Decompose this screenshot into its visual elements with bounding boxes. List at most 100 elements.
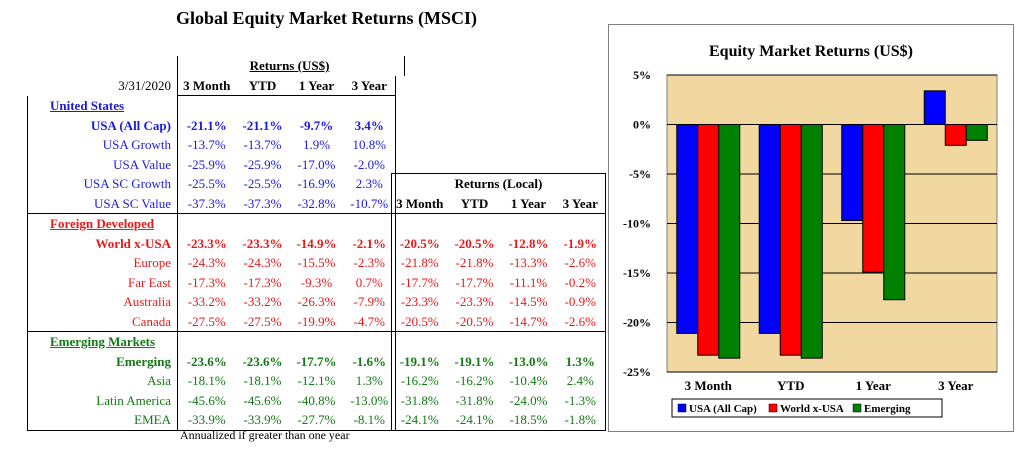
y-tick-label: -25% bbox=[623, 365, 651, 379]
value-cell: -9.7% bbox=[299, 117, 334, 133]
section-header-row: Foreign Developed bbox=[27, 213, 405, 234]
value-cell: -17.7% bbox=[455, 274, 494, 290]
value-cell: -17.7% bbox=[296, 353, 337, 369]
value-cell: -23.3% bbox=[455, 294, 494, 309]
value-cell: -18.1% bbox=[177, 371, 236, 391]
value-cell: -24.3% bbox=[243, 255, 282, 270]
table-row: Asia -18.1% -18.1% -12.1% 1.3% bbox=[27, 371, 405, 391]
value-cell: -10.7% bbox=[343, 193, 396, 214]
value-cell: -27.7% bbox=[289, 410, 344, 431]
spacer-cell bbox=[555, 331, 606, 352]
value-cell: -33.2% bbox=[177, 292, 236, 312]
y-tick-label: -20% bbox=[623, 316, 651, 330]
value-cell: -45.6% bbox=[243, 392, 282, 408]
chart-title: Equity Market Returns (US$) bbox=[709, 43, 913, 60]
table-row: -17.7% -17.7% -11.1% -0.2% bbox=[391, 272, 606, 292]
value-cell: -17.7% bbox=[391, 272, 448, 292]
value-cell: -19.9% bbox=[297, 313, 336, 329]
value-cell: 1.3% bbox=[343, 371, 396, 391]
value-cell: -24.0% bbox=[509, 392, 548, 408]
value-cell: -24.1% bbox=[447, 410, 502, 431]
legend-box bbox=[671, 398, 943, 418]
value-cell: -9.3% bbox=[300, 274, 333, 290]
legend-swatch bbox=[677, 403, 687, 413]
value-cell: -25.9% bbox=[243, 156, 282, 172]
value-cell: -21.1% bbox=[177, 115, 236, 135]
value-cell: -14.7% bbox=[509, 313, 548, 329]
value-cell: -20.5% bbox=[454, 235, 495, 251]
value-cell: -31.8% bbox=[455, 392, 494, 408]
row-label: Far East bbox=[27, 272, 178, 292]
spacer-cell bbox=[236, 96, 290, 116]
spacer-cell bbox=[344, 56, 396, 76]
local-group-header-row: Returns (Local) bbox=[391, 173, 606, 194]
table-row: Australia -33.2% -33.2% -26.3% -7.9% bbox=[27, 292, 405, 312]
value-cell: -17.3% bbox=[243, 274, 282, 290]
local-returns-table: Returns (Local) 3 Month YTD 1 Year 3 Year -20… bbox=[391, 173, 606, 431]
y-tick-label: -10% bbox=[623, 217, 651, 231]
section-spacer-row bbox=[391, 331, 606, 352]
row-label: USA Value bbox=[27, 154, 178, 174]
value-cell: 10.8% bbox=[343, 135, 396, 155]
value-cell: -37.3% bbox=[243, 195, 282, 211]
section-spacer-row bbox=[391, 213, 606, 234]
bar bbox=[676, 124, 699, 334]
value-cell: 0.7% bbox=[343, 272, 396, 292]
value-cell: -12.1% bbox=[297, 373, 336, 388]
value-cell: -33.9% bbox=[177, 410, 236, 431]
value-cell: -12.8% bbox=[508, 235, 549, 251]
value-cell: -8.1% bbox=[343, 410, 396, 431]
value-cell: -1.8% bbox=[555, 410, 606, 431]
row-label: Europe bbox=[27, 253, 178, 273]
usd-column-header-row: 3/31/2020 3 Month YTD 1 Year 3 Year bbox=[28, 75, 405, 96]
column-header: 3 Year bbox=[343, 75, 396, 96]
spacer-cell bbox=[177, 56, 236, 76]
row-label: Canada bbox=[27, 311, 178, 332]
x-tick-label: YTD bbox=[777, 378, 804, 393]
value-cell: -17.3% bbox=[177, 272, 236, 292]
row-label: Emerging bbox=[27, 351, 178, 371]
spacer-cell bbox=[235, 213, 290, 234]
value-cell: -45.6% bbox=[177, 390, 236, 410]
spacer-cell bbox=[502, 214, 556, 234]
value-cell: 1.9% bbox=[302, 137, 331, 152]
spacer-cell bbox=[555, 213, 606, 234]
page-title: Global Equity Market Returns (MSCI) bbox=[176, 8, 477, 28]
value-cell: -19.1% bbox=[391, 351, 448, 371]
row-label: USA SC Value bbox=[27, 193, 178, 214]
value-cell: -37.3% bbox=[177, 193, 236, 214]
value-cell: -15.5% bbox=[297, 255, 336, 270]
value-cell: -27.5% bbox=[177, 311, 236, 332]
table-row: USA Value -25.9% -25.9% -17.0% -2.0% bbox=[27, 154, 405, 174]
section-title: Foreign Developed bbox=[27, 213, 178, 234]
spacer-cell bbox=[448, 214, 502, 234]
value-cell: -20.5% bbox=[391, 311, 448, 332]
local-column-header-row: 3 Month YTD 1 Year 3 Year bbox=[391, 193, 606, 214]
value-cell: -33.9% bbox=[235, 410, 290, 431]
value-cell: -33.2% bbox=[243, 294, 282, 309]
spacer-cell bbox=[395, 56, 405, 76]
returns-chart-panel: Equity Market Returns (US$) 5% 0% -5% -10% -1… bbox=[608, 24, 1014, 432]
spacer-cell bbox=[177, 213, 236, 234]
value-cell: 2.3% bbox=[343, 174, 396, 194]
row-label: Australia bbox=[27, 292, 178, 312]
local-group-header: Returns (Local) bbox=[391, 173, 606, 194]
table-row: -16.2% -16.2% -10.4% 2.4% bbox=[391, 371, 606, 391]
table-row: Far East -17.3% -17.3% -9.3% 0.7% bbox=[27, 272, 405, 292]
value-cell: -40.8% bbox=[297, 392, 336, 408]
x-tick-label: 3 Month bbox=[685, 378, 733, 393]
bar bbox=[883, 124, 906, 301]
table-row: USA Growth -13.7% -13.7% 1.9% 10.8% bbox=[27, 135, 405, 155]
value-cell: -18.1% bbox=[243, 373, 282, 388]
value-cell: -14.9% bbox=[296, 235, 337, 251]
table-row: USA SC Value -37.3% -37.3% -32.8% -10.7% bbox=[27, 193, 405, 214]
y-tick-label: 0% bbox=[633, 118, 651, 132]
table-row: EMEA -33.9% -33.9% -27.7% -8.1% bbox=[27, 410, 405, 431]
table-row: -19.1% -19.1% -13.0% 1.3% bbox=[391, 351, 606, 371]
value-cell: -25.9% bbox=[177, 154, 236, 174]
value-cell: 1.3% bbox=[555, 351, 606, 371]
table-row: Europe -24.3% -24.3% -15.5% -2.3% bbox=[27, 253, 405, 273]
value-cell: -13.0% bbox=[343, 390, 396, 410]
value-cell: -14.5% bbox=[509, 294, 548, 309]
table-row: -20.5% -20.5% -12.8% -1.9% bbox=[391, 233, 606, 253]
